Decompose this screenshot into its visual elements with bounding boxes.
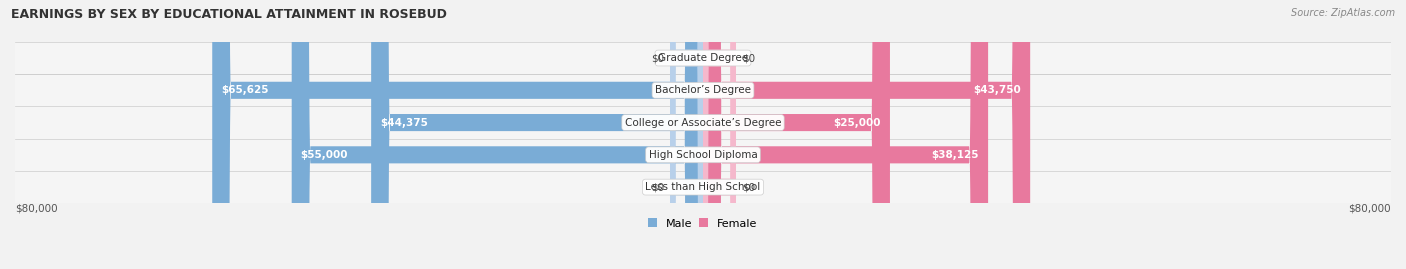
Text: $43,750: $43,750 [973, 85, 1021, 95]
Text: $80,000: $80,000 [1348, 203, 1391, 213]
Legend: Male, Female: Male, Female [644, 214, 762, 233]
FancyBboxPatch shape [703, 0, 988, 269]
Text: Less than High School: Less than High School [645, 182, 761, 192]
Bar [15, 139, 1391, 171]
FancyBboxPatch shape [703, 0, 735, 269]
Text: $25,000: $25,000 [834, 118, 882, 128]
Text: $0: $0 [742, 53, 755, 63]
FancyBboxPatch shape [671, 0, 703, 269]
Bar [15, 42, 1391, 74]
FancyBboxPatch shape [371, 0, 703, 269]
Text: $0: $0 [651, 182, 664, 192]
Text: Source: ZipAtlas.com: Source: ZipAtlas.com [1291, 8, 1395, 18]
Text: $0: $0 [651, 53, 664, 63]
Text: $0: $0 [742, 182, 755, 192]
Bar [15, 171, 1391, 203]
FancyBboxPatch shape [703, 0, 890, 269]
FancyBboxPatch shape [703, 0, 735, 269]
Text: $55,000: $55,000 [301, 150, 349, 160]
FancyBboxPatch shape [703, 0, 1031, 269]
FancyBboxPatch shape [291, 0, 703, 269]
FancyBboxPatch shape [212, 0, 703, 269]
Bar [15, 74, 1391, 107]
Text: Graduate Degree: Graduate Degree [658, 53, 748, 63]
Text: $38,125: $38,125 [932, 150, 979, 160]
FancyBboxPatch shape [671, 0, 703, 269]
Text: High School Diploma: High School Diploma [648, 150, 758, 160]
Text: College or Associate’s Degree: College or Associate’s Degree [624, 118, 782, 128]
Text: $65,625: $65,625 [221, 85, 269, 95]
Text: EARNINGS BY SEX BY EDUCATIONAL ATTAINMENT IN ROSEBUD: EARNINGS BY SEX BY EDUCATIONAL ATTAINMEN… [11, 8, 447, 21]
Text: Bachelor’s Degree: Bachelor’s Degree [655, 85, 751, 95]
Text: $44,375: $44,375 [380, 118, 427, 128]
Text: $80,000: $80,000 [15, 203, 58, 213]
Bar [15, 107, 1391, 139]
